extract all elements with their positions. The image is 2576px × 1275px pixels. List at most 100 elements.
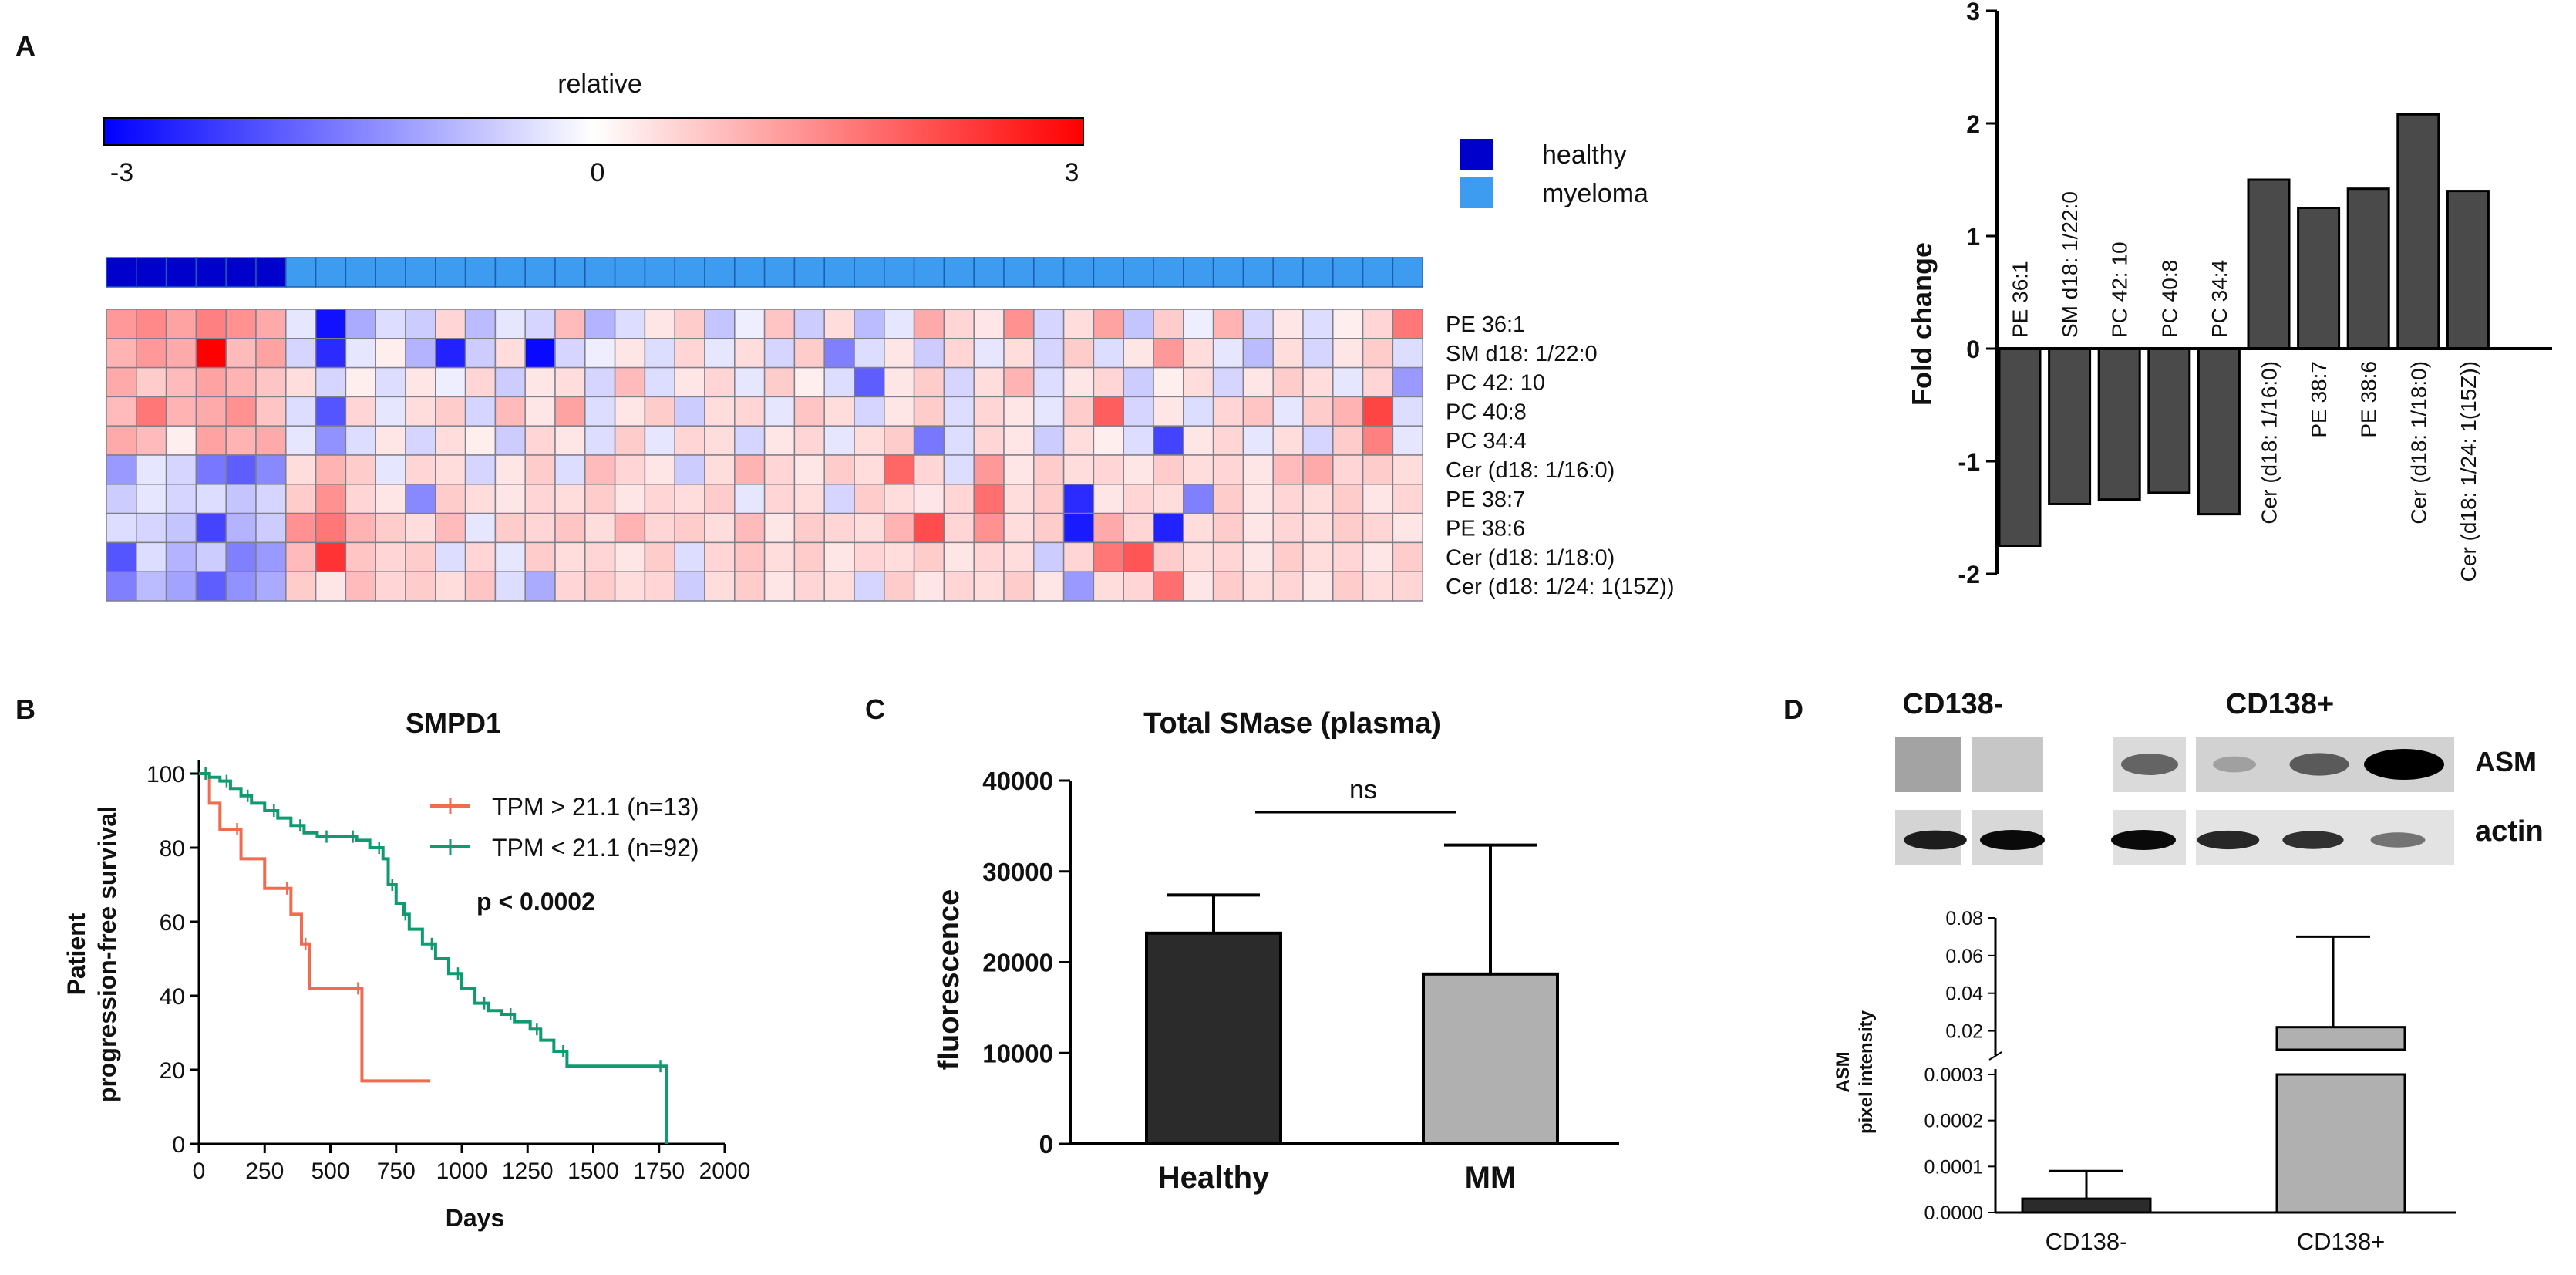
- heatmap-cell: [584, 512, 616, 544]
- heatmap-cell: [823, 338, 855, 369]
- heatmap-cell: [1212, 309, 1244, 339]
- heatmap-cell: [1003, 396, 1035, 427]
- heatmap-cell: [674, 571, 705, 602]
- heatmap-cell: [823, 454, 855, 485]
- heatmap-cell: [136, 425, 167, 456]
- heatmap-cell: [884, 454, 915, 485]
- heatmap-cell: [1302, 512, 1334, 544]
- heatmap-cell: [1123, 396, 1154, 427]
- heatmap-cell: [255, 425, 287, 456]
- heatmap-cell: [1392, 396, 1423, 427]
- heatmap-cell: [674, 396, 705, 427]
- heatmap-cell: [494, 454, 526, 485]
- fold-change-bar: [1998, 347, 2042, 547]
- heatmap-cell: [345, 541, 376, 572]
- heatmap-cell: [1153, 425, 1184, 456]
- heatmap-cell: [1332, 366, 1364, 398]
- heatmap-cell: [1272, 454, 1304, 485]
- heatmap-cell: [1272, 484, 1304, 514]
- legend-label-myeloma: myeloma: [1542, 179, 1648, 208]
- km-xtick-label: 750: [377, 1159, 416, 1184]
- heatmap-cell: [285, 454, 317, 485]
- heatmap-cell: [1302, 454, 1334, 485]
- heatmap-cell: [913, 396, 945, 427]
- heatmap-cell: [106, 512, 137, 544]
- km-ytick-label: 100: [146, 762, 185, 788]
- heatmap-cell: [554, 571, 586, 602]
- heatmap-cell: [734, 541, 766, 572]
- heatmap-cell: [1003, 309, 1035, 339]
- heatmap-cell: [1003, 338, 1035, 369]
- panel-d-label: D: [1783, 693, 1803, 725]
- heatmap-cell: [1362, 366, 1394, 398]
- heatmap-cell: [1183, 425, 1214, 456]
- km-xtick-label: 1000: [436, 1159, 488, 1184]
- heatmap-cell: [106, 484, 137, 514]
- heatmap-cell: [674, 366, 705, 398]
- group-cell: [884, 257, 915, 288]
- km-ytick-label: 40: [160, 984, 185, 1010]
- group-cell: [1062, 257, 1095, 288]
- heatmap-cell: [1062, 366, 1095, 398]
- heatmap-cell: [644, 366, 675, 398]
- asm-ytick-label-upper: 0.02: [1945, 1021, 1983, 1043]
- heatmap-cell: [225, 541, 257, 572]
- heatmap-cell: [375, 571, 406, 602]
- heatmap-cell: [524, 396, 556, 427]
- heatmap-cell: [554, 541, 586, 572]
- western-blot: [1895, 737, 2454, 865]
- fold-change-category-label: PC 34:4: [2207, 260, 2231, 338]
- fold-change-bar: [2247, 178, 2291, 350]
- heatmap-cell: [315, 484, 347, 514]
- heatmap-cell: [943, 541, 975, 572]
- colorbar-tick-mid: 0: [591, 158, 605, 187]
- blot-band-actin: [2111, 830, 2176, 850]
- heatmap-cell: [1212, 425, 1244, 456]
- heatmap-cell: [884, 396, 915, 427]
- group-cell: [913, 257, 945, 288]
- heatmap-cell: [614, 396, 646, 427]
- heatmap-cell: [793, 541, 825, 572]
- heatmap-cell: [1302, 571, 1334, 602]
- heatmap-cell: [255, 541, 287, 572]
- fold-change-category-label: PE 38:7: [2307, 361, 2331, 438]
- heatmap-cell: [854, 571, 885, 602]
- heatmap-cell: [763, 454, 796, 485]
- heatmap-cell: [854, 484, 885, 514]
- heatmap-cell: [1332, 425, 1364, 456]
- heatmap-cell: [823, 425, 855, 456]
- group-cell: [854, 257, 885, 288]
- heatmap-cell: [195, 484, 227, 514]
- km-xtick-label: 0: [193, 1159, 206, 1184]
- heatmap-cell: [494, 541, 526, 572]
- km-xtick-label: 500: [311, 1159, 349, 1184]
- heatmap-cell: [136, 571, 167, 602]
- km-pvalue: p < 0.0002: [476, 888, 595, 916]
- group-cell: [285, 257, 317, 288]
- heatmap-cell: [614, 425, 646, 456]
- heatmap-cell: [345, 454, 376, 485]
- blot-row-label-asm: ASM: [2475, 746, 2537, 777]
- heatmap-cell: [285, 512, 317, 544]
- group-cell: [554, 257, 586, 288]
- heatmap-cell: [763, 338, 796, 369]
- asm-ytick-label-lower: 0.0000: [1924, 1202, 1983, 1224]
- heatmap-cell: [793, 396, 825, 427]
- heatmap-cell: [494, 512, 526, 544]
- heatmap-cell: [106, 454, 137, 485]
- heatmap-cell: [136, 484, 167, 514]
- heatmap-cell: [1123, 541, 1154, 572]
- fold-change-ytick-label: 3: [1966, 0, 1980, 25]
- group-cell: [1302, 257, 1334, 288]
- heatmap-cell: [1153, 541, 1184, 572]
- fold-change-ytick-label: -2: [1958, 561, 1980, 589]
- heatmap-cell: [435, 454, 466, 485]
- heatmap-cell: [704, 396, 736, 427]
- heatmap-cell: [375, 338, 406, 369]
- heatmap-cell: [435, 571, 466, 602]
- heatmap-cell: [1332, 309, 1364, 339]
- heatmap-cell: [1212, 396, 1244, 427]
- heatmap-cell: [1212, 541, 1244, 572]
- heatmap-cell: [973, 396, 1005, 427]
